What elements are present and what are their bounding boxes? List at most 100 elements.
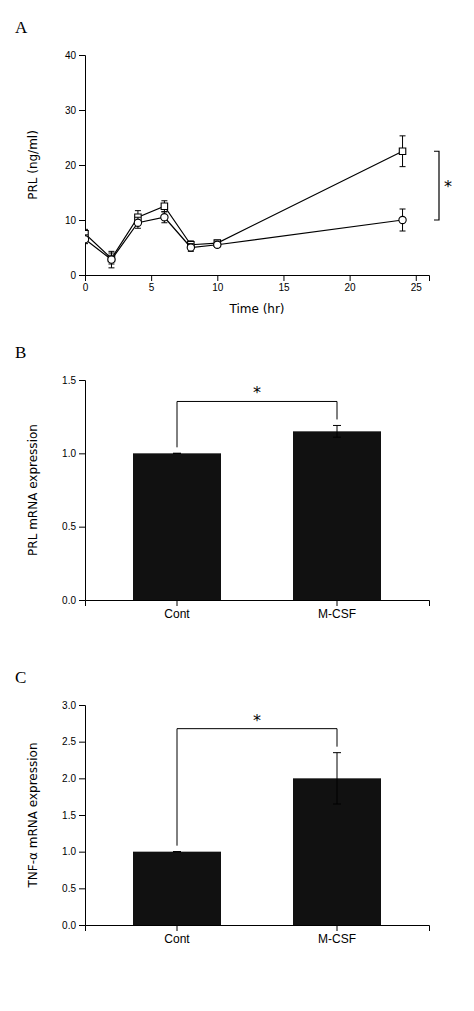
annotation: * — [444, 177, 452, 196]
tick-label: 20 — [65, 160, 77, 171]
tick: 1.5 — [62, 810, 85, 821]
marker — [161, 214, 168, 221]
tick-mark — [79, 852, 85, 853]
tick: 25 — [411, 275, 423, 293]
error-bar — [188, 244, 194, 252]
tick-mark — [79, 527, 85, 528]
axis-line — [79, 706, 86, 926]
tick-mark — [177, 600, 178, 606]
tick-mark — [416, 275, 417, 281]
x-axis: Cont M-CSF — [86, 925, 430, 946]
x-axis: Cont M-CSF — [86, 600, 430, 621]
tick: 2.0 — [62, 773, 85, 784]
tick-label: 0.0 — [62, 595, 76, 606]
tick: 10 — [212, 275, 224, 293]
panel: 0.0 0.5 1.0 1.5 2.0 2.5 3.0 C TNF-α mRNA express… — [15, 668, 430, 946]
plot-area — [133, 753, 381, 925]
axis-line — [79, 381, 86, 601]
tick-mark — [337, 925, 338, 931]
error-bar — [135, 217, 141, 228]
tick-label: 15 — [278, 282, 290, 293]
tick-mark — [79, 705, 85, 706]
tick: 1.0 — [62, 448, 85, 459]
tick-mark — [79, 110, 85, 111]
tick-mark — [283, 275, 284, 281]
error-bar — [333, 425, 341, 437]
line — [85, 217, 403, 259]
tick-label: 40 — [65, 50, 77, 61]
line — [85, 151, 403, 258]
tick-label: 1.0 — [62, 448, 76, 459]
marker — [187, 244, 194, 251]
tick: 2.5 — [62, 736, 85, 747]
marker — [399, 216, 406, 223]
tick-label: 0.0 — [62, 920, 76, 931]
error-bar — [85, 235, 88, 244]
error-bar — [173, 453, 181, 454]
panel-label: B — [15, 343, 26, 362]
marker — [214, 241, 221, 248]
tick: 5 — [149, 275, 155, 293]
tick-mark — [79, 925, 85, 926]
tick-label: M-CSF — [318, 932, 356, 946]
plot-area — [133, 425, 381, 600]
tick-label: 1.5 — [62, 810, 76, 821]
tick-mark — [151, 275, 152, 281]
y-axis-title: PRL (ng/ml) — [26, 130, 40, 200]
axis-line — [86, 601, 430, 607]
error-bar — [161, 201, 167, 212]
panel: 0.00.51.01.5BPRL mRNA expressionContM-CS… — [15, 343, 430, 621]
y-axis-title: PRL mRNA expression — [26, 424, 40, 556]
tick: 10 — [65, 215, 85, 226]
tick: 20 — [65, 160, 85, 171]
tick: 3.0 — [62, 700, 85, 711]
y-axis-title: TNF-α mRNA expression — [26, 742, 40, 888]
error-bar — [173, 851, 181, 852]
marker — [161, 203, 167, 209]
tick: M-CSF — [318, 600, 356, 621]
tick: Cont — [164, 925, 190, 946]
tick-label: 0 — [70, 270, 76, 281]
tick-label: 10 — [212, 282, 224, 293]
panel: 010203040APRL (ng/ml)0510152025Time (hr)… — [15, 18, 452, 316]
y-axis: 0.0 0.5 1.0 1.5 2.0 2.5 3.0 — [62, 700, 85, 931]
tick-label: 0.5 — [62, 521, 76, 532]
tick: 0 — [70, 270, 85, 281]
tick-mark — [79, 453, 85, 454]
tick-mark — [79, 220, 85, 221]
marker — [399, 148, 405, 154]
axis-line — [86, 276, 430, 282]
tick-label: 30 — [65, 105, 77, 116]
error-bar — [161, 212, 167, 223]
panel-label: C — [15, 668, 26, 687]
tick-mark — [79, 600, 85, 601]
tick-mark — [79, 888, 85, 889]
series — [85, 136, 406, 264]
significance-bracket — [434, 151, 439, 220]
x-axis: 0510152025 — [83, 275, 430, 293]
y-axis: 0 10 20 30 40 — [65, 50, 86, 281]
tick: 20 — [345, 275, 357, 293]
tick-label: 25 — [411, 282, 423, 293]
tick: 1.0 — [62, 846, 85, 857]
axis-line — [79, 56, 86, 276]
tick: M-CSF — [318, 925, 356, 946]
tick: Cont — [164, 600, 190, 621]
panel-label: A — [15, 18, 28, 37]
marker — [85, 236, 89, 243]
error-bar — [108, 251, 114, 268]
tick-mark — [79, 55, 85, 56]
tick-mark — [79, 380, 85, 381]
tick-label: 3.0 — [62, 700, 76, 711]
tick-label: Cont — [164, 932, 190, 946]
bar — [133, 852, 221, 925]
tick-mark — [79, 165, 85, 166]
error-bar — [400, 136, 406, 167]
tick-label: 0.5 — [62, 883, 76, 894]
tick-label: 20 — [345, 282, 357, 293]
bar — [133, 453, 221, 600]
tick-label: 2.0 — [62, 773, 76, 784]
tick-mark — [337, 600, 338, 606]
plot-area — [85, 136, 406, 268]
tick-label: 2.5 — [62, 736, 76, 747]
